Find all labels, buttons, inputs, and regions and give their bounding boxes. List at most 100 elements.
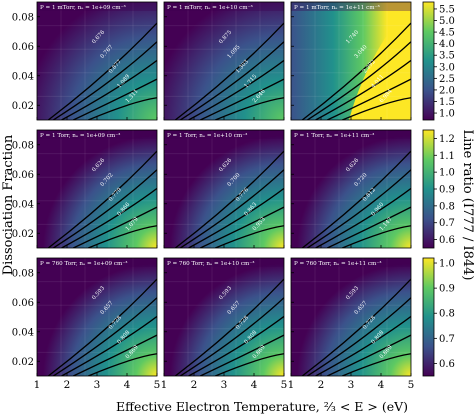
panel-title-bg	[37, 130, 157, 139]
contour-line	[199, 206, 284, 248]
contour-line	[52, 41, 157, 120]
contour-line	[199, 334, 284, 376]
colorbar: 0.6 0.7 0.8 0.9 1.0 1.1 1.2	[422, 129, 455, 249]
colorbar-tick-label: 0.9	[439, 185, 455, 196]
x-tick-label: 1	[34, 379, 41, 391]
colorbar: 0.6 0.7 0.8 0.9 1.0	[422, 257, 455, 377]
y-tick-label: 0.04	[12, 199, 34, 210]
colorbar-gradient	[422, 257, 435, 377]
x-tick-label: 3	[94, 379, 101, 391]
y-tick-label: 0.06	[12, 298, 34, 309]
contour-line	[315, 187, 411, 248]
colorbar-tick-label: 1.1	[439, 151, 455, 162]
colorbar-tick-label: 3.0	[439, 62, 455, 73]
colorbar-tick-label: 0.7	[439, 334, 455, 345]
panel-title: P = 760 Torr, nₑ = 1e+10 cm⁻³	[167, 260, 255, 267]
contour-line	[88, 225, 157, 248]
colorbar-tick-label: 5.0	[439, 16, 455, 27]
panel-title-bg	[37, 258, 157, 267]
contour-line	[326, 334, 411, 376]
x-tick-label: 4	[378, 379, 385, 391]
contour-line	[61, 187, 157, 248]
contour-line	[61, 59, 157, 120]
x-axis-label: Effective Electron Temperature, ⅔ < E > …	[116, 399, 408, 414]
colorbar-tick-label: 2.5	[439, 74, 455, 85]
contour-line	[52, 297, 157, 376]
contour-line	[326, 206, 411, 248]
colorbar-tick-label: 4.0	[439, 39, 455, 50]
contour-line	[88, 97, 157, 120]
contour-line	[188, 187, 284, 248]
y-tick-label: 0.02	[12, 229, 34, 240]
y-tick-label: 0.04	[12, 71, 34, 82]
y-tick-label: 0.08	[12, 268, 34, 279]
panel-title: P = 1 Torr, nₑ = 1e+09 cm⁻³	[40, 132, 120, 139]
contour-line	[188, 315, 284, 376]
contour-line	[306, 41, 411, 120]
contour-line	[88, 353, 157, 376]
y-tick-label: 0.04	[12, 327, 34, 338]
colorbar-tick-label: 1.0	[439, 109, 455, 120]
x-tick-label: 5	[281, 379, 288, 391]
colorbar-tick-label: 0.8	[439, 309, 455, 320]
panel-title-bg	[291, 2, 411, 11]
panel-title-bg	[164, 130, 284, 139]
panel-title-bg	[164, 2, 284, 11]
colorbar-tick-label: 0.7	[439, 218, 455, 229]
colorbar-tick-label: 0.9	[439, 284, 455, 295]
contour-line	[72, 334, 157, 376]
x-tick-label: 5	[408, 379, 415, 391]
contour-line	[215, 225, 284, 248]
colorbar-tick-label: 0.8	[439, 201, 455, 212]
x-tick-label: 3	[348, 379, 355, 391]
x-tick-label: 4	[251, 379, 258, 391]
colorbar-tick-label: 2.0	[439, 85, 455, 96]
colorbar-tick-label: 4.5	[439, 28, 455, 39]
contour-line	[315, 315, 411, 376]
colorbar-tick-label: 0.6	[439, 359, 455, 370]
contour-line	[342, 225, 411, 248]
colorbar-tick-label: 1.5	[439, 97, 455, 108]
panel-title: P = 1 mTorr, nₑ = 1e+11 cm⁻³	[294, 4, 380, 11]
x-tick-label: 2	[191, 379, 198, 391]
contour-line	[188, 59, 284, 120]
contour-line	[301, 150, 411, 248]
colorbar-tick-label: 5.5	[439, 4, 455, 15]
contour-line	[179, 297, 284, 376]
contour-line	[47, 150, 157, 248]
colorbar-tick-label: 0.6	[439, 235, 455, 246]
colorbar-label: Line ratio (I777 / I844)	[460, 130, 474, 281]
contour-line	[47, 278, 157, 376]
x-tick-label: 2	[64, 379, 71, 391]
contour-line	[174, 22, 284, 120]
x-tick-label: 3	[221, 379, 228, 391]
contour-line	[301, 22, 411, 120]
contour-line	[215, 97, 284, 120]
contour-line	[306, 297, 411, 376]
colorbar-gradient	[422, 1, 435, 121]
panel-title: P = 1 Torr, nₑ = 1e+11 cm⁻³	[294, 132, 374, 139]
panel-title-bg	[37, 2, 157, 11]
contour-line	[342, 97, 411, 120]
x-tick-label: 4	[124, 379, 131, 391]
contour-line	[72, 78, 157, 120]
colorbar-gradient	[422, 129, 435, 249]
contour-line	[174, 150, 284, 248]
contour-line	[315, 59, 411, 120]
panel-title-bg	[291, 258, 411, 267]
x-tick-label: 1	[288, 379, 295, 391]
contour-line	[326, 78, 411, 120]
panel-title-bg	[164, 258, 284, 267]
x-tick-label: 1	[161, 379, 168, 391]
y-tick-label: 0.08	[12, 12, 34, 23]
